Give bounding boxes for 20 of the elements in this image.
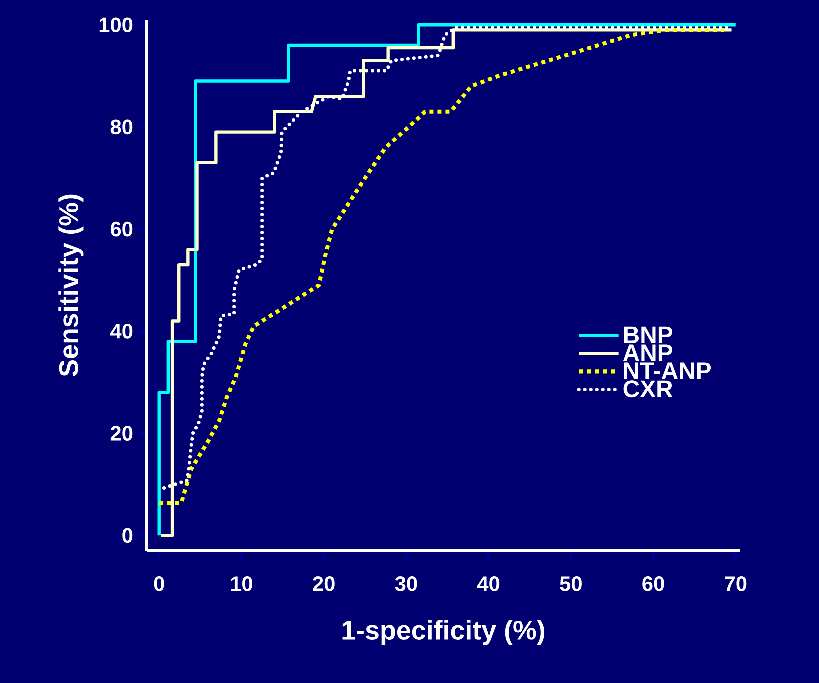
- y-tick-label: 80: [110, 120, 133, 135]
- y-tick-label: 40: [110, 324, 133, 339]
- x-tick-label: 50: [560, 576, 582, 592]
- legend-label: BNP: [624, 326, 672, 344]
- y-axis-title: Sensitivity (%): [58, 194, 84, 377]
- legend-label: NT-ANP: [624, 362, 711, 380]
- x-tick-label: 60: [642, 576, 664, 592]
- y-tick-label: 100: [100, 18, 133, 33]
- y-tick-label: 0: [122, 528, 133, 544]
- x-tick-label: 20: [313, 576, 335, 592]
- legend-label: CXR: [624, 380, 673, 398]
- x-axis-title: 1-specificity (%): [342, 620, 545, 646]
- y-tick-label: 20: [110, 426, 133, 441]
- x-tick-label: 0: [154, 576, 164, 592]
- y-tick-label: 60: [110, 222, 133, 237]
- x-tick-label: 30: [395, 576, 418, 592]
- x-tick-label: 40: [477, 576, 500, 592]
- x-tick-label: 70: [725, 576, 747, 592]
- legend-label: ANP: [623, 344, 672, 362]
- x-tick-label: 10: [231, 576, 252, 592]
